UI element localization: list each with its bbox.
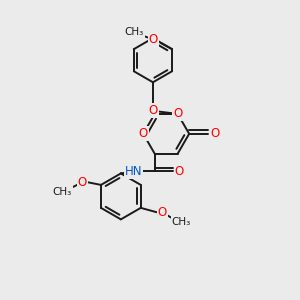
Text: CH₃: CH₃ [172, 217, 191, 227]
Text: O: O [149, 33, 158, 46]
Text: HN: HN [125, 165, 142, 178]
Text: O: O [175, 165, 184, 178]
Text: O: O [139, 127, 148, 140]
Text: O: O [78, 176, 87, 189]
Text: CH₃: CH₃ [52, 187, 72, 197]
Text: O: O [158, 206, 167, 219]
Text: O: O [148, 104, 158, 117]
Text: CH₃: CH₃ [124, 27, 144, 37]
Text: O: O [173, 107, 182, 120]
Text: O: O [210, 127, 219, 140]
